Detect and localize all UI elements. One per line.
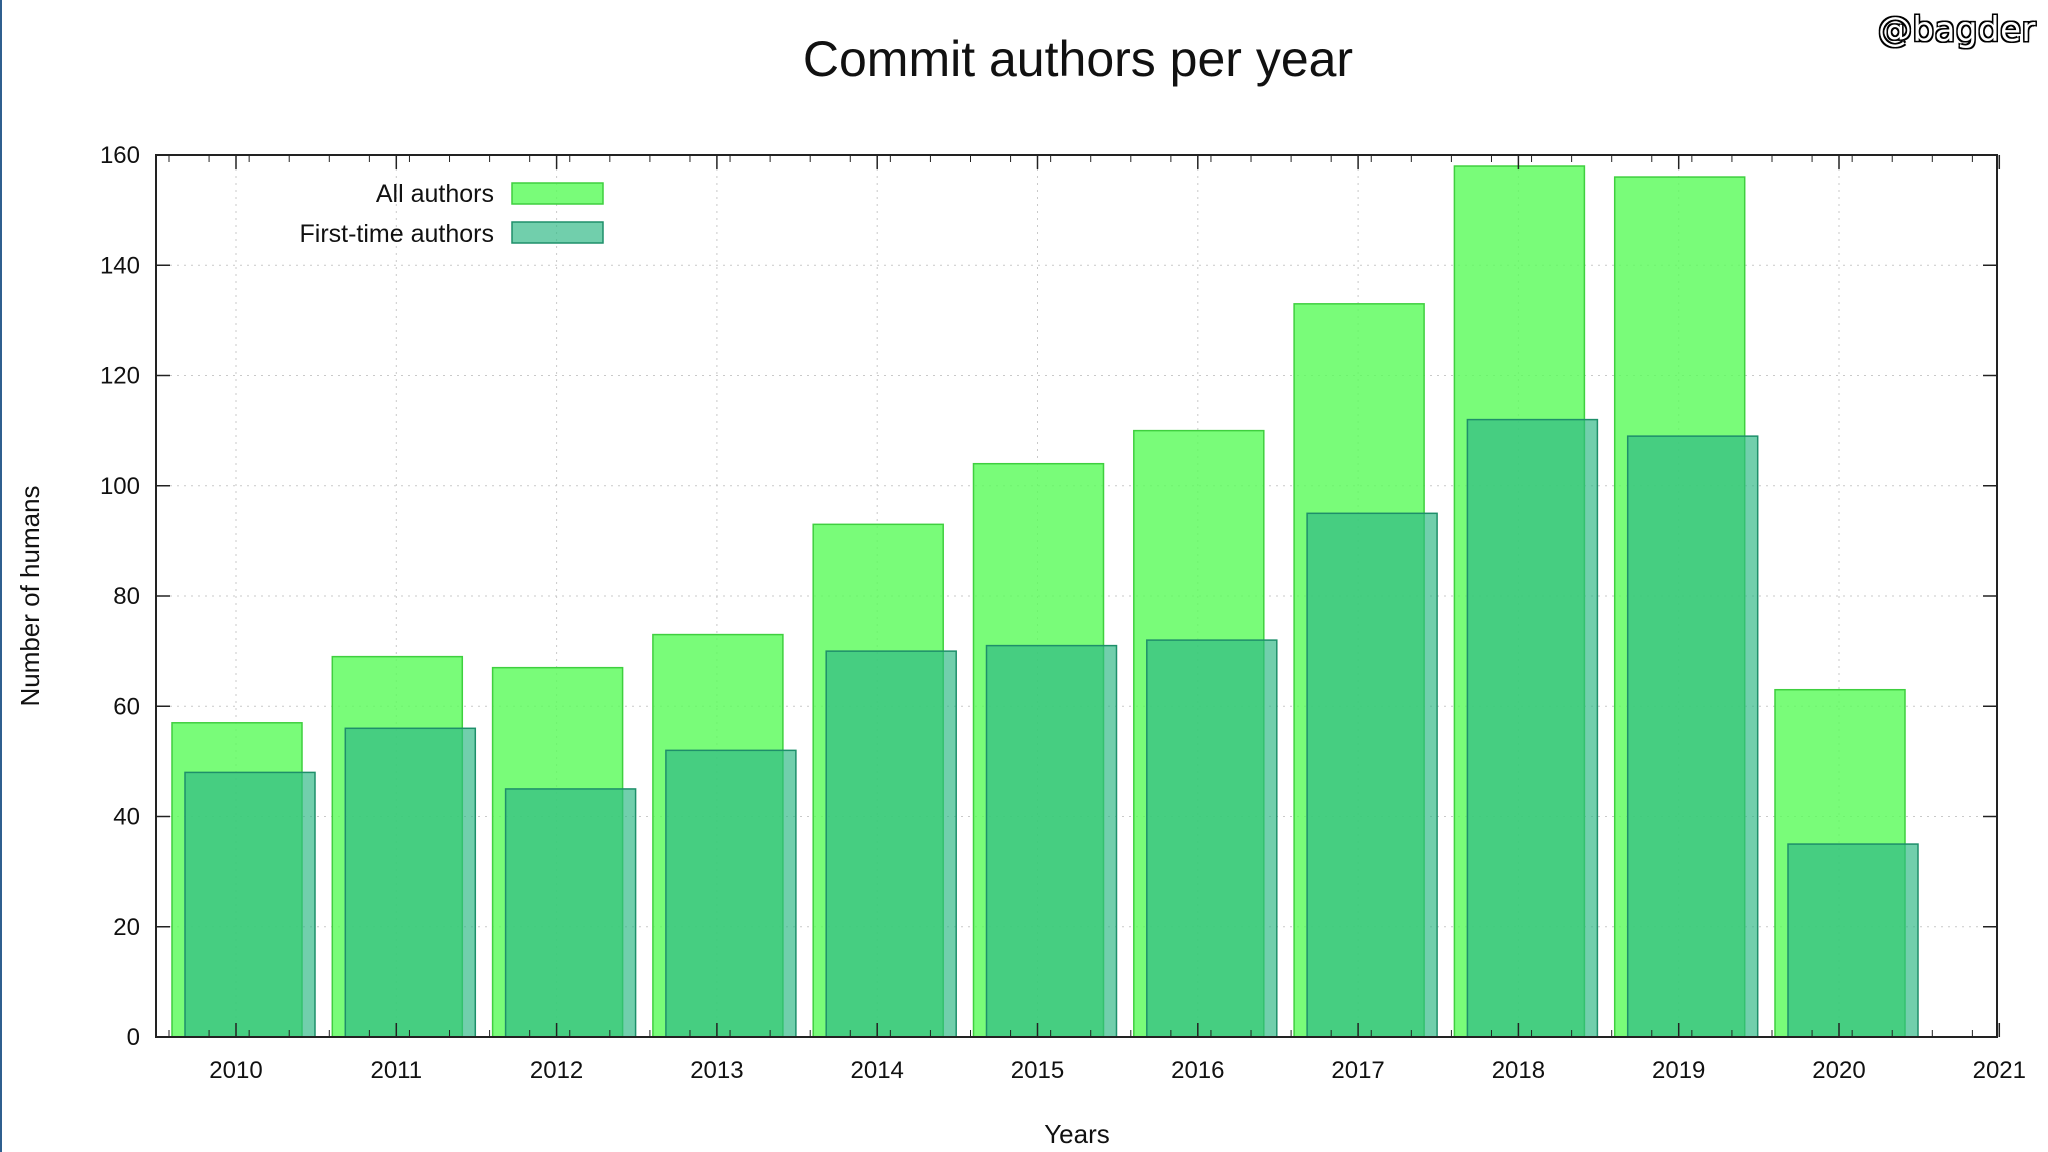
y-tick-label: 120	[100, 363, 140, 390]
x-tick-label: 2011	[370, 1057, 422, 1084]
bar-first-time-authors-2011	[344, 727, 477, 1038]
axes	[155, 154, 2001, 1038]
x-tick-label: 2014	[851, 1057, 904, 1084]
y-tick-label: 100	[100, 473, 140, 500]
x-tick-label: 2017	[1331, 1057, 1384, 1084]
x-tick-label: 2019	[1652, 1057, 1705, 1084]
bar-first-time-authors-2019	[1626, 435, 1759, 1038]
bar-first-time-authors-2010	[184, 771, 316, 1038]
x-tick-label: 2015	[1011, 1057, 1064, 1084]
plot-frame	[155, 154, 1998, 1038]
legend-label-all-authors: All authors	[376, 180, 494, 208]
y-tick-label: 160	[100, 142, 140, 169]
x-tick-label: 2016	[1171, 1057, 1224, 1084]
x-tick-label: 2020	[1812, 1057, 1865, 1084]
y-tick-label: 60	[113, 693, 140, 720]
y-tick-label: 40	[113, 804, 140, 831]
bar-first-time-authors-2013	[665, 749, 797, 1038]
author-watermark: @bagder	[1878, 10, 2036, 50]
x-tick-label: 2021	[1973, 1057, 2026, 1084]
x-tick-label: 2018	[1492, 1057, 1545, 1084]
series-first-time-authors	[184, 418, 1919, 1038]
legend-swatch-all-authors	[511, 182, 604, 205]
bar-first-time-authors-2014	[825, 650, 957, 1038]
chart-title: Commit authors per year	[803, 31, 1353, 87]
y-axis-title: Number of humans	[15, 485, 45, 706]
bar-first-time-authors-2018	[1466, 418, 1599, 1038]
legend: All authors First-time authors	[300, 180, 604, 248]
slide-left-edge	[0, 0, 2, 1152]
x-tick-label: 2010	[209, 1057, 262, 1084]
x-axis-title: Years	[1044, 1119, 1110, 1149]
bar-first-time-authors-2020	[1787, 843, 1919, 1038]
legend-label-first-time-authors: First-time authors	[300, 220, 494, 248]
x-tick-label: 2013	[690, 1057, 743, 1084]
tick-labels: 0 20 40 60 80 100 120 140 160 2010 2011 2012 2013 201…	[100, 142, 2026, 1084]
bar-first-time-authors-2016	[1146, 639, 1278, 1038]
y-tick-label: 80	[113, 583, 140, 610]
x-tick-label: 2012	[530, 1057, 583, 1084]
bar-first-time-authors-2015	[985, 644, 1118, 1038]
bar-first-time-authors-2012	[504, 788, 637, 1038]
legend-swatch-first-time-authors	[511, 221, 604, 244]
y-tick-label: 20	[113, 914, 140, 941]
y-tick-label: 140	[100, 252, 140, 279]
bar-first-time-authors-2017	[1306, 512, 1438, 1038]
y-tick-label: 0	[127, 1024, 140, 1051]
